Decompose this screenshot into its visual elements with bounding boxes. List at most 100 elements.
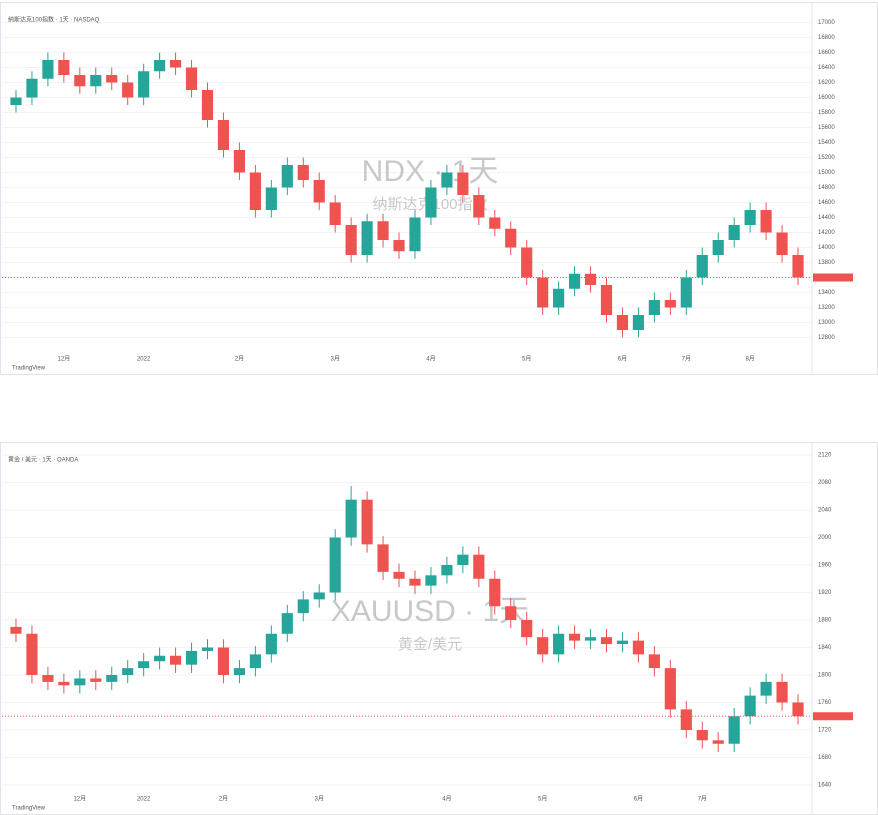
- candle-body: [26, 633, 38, 675]
- legend: 纳斯达克100指数 · 1天 · NASDAQ: [8, 16, 100, 24]
- candle-body: [457, 172, 469, 195]
- candle-body: [377, 544, 389, 572]
- candle-body: [648, 654, 660, 669]
- y-tick-label: 1720: [818, 728, 832, 734]
- x-tick-label: 7月: [698, 796, 707, 803]
- y-tick-label: 16000: [818, 95, 835, 101]
- candle-body: [600, 637, 613, 645]
- x-tick-label: 12月: [73, 796, 86, 803]
- candle-body: [776, 232, 788, 255]
- candle-body: [90, 75, 102, 87]
- candle-body: [26, 78, 38, 98]
- y-tick-label: 14600: [818, 200, 835, 206]
- candle-body: [728, 225, 740, 240]
- y-tick-label: 2120: [818, 453, 832, 459]
- candle-body: [10, 626, 22, 634]
- candle-body: [409, 578, 421, 586]
- candle-body: [154, 60, 166, 72]
- candle-body: [553, 633, 565, 655]
- last-price-marker: [813, 712, 853, 721]
- y-tick-label: 15200: [818, 155, 835, 161]
- y-tick-label: 13200: [818, 305, 835, 311]
- candle-body: [409, 217, 421, 252]
- candle-body: [58, 60, 70, 75]
- y-tick-label: 14800: [818, 185, 835, 191]
- candle-body: [489, 578, 501, 607]
- candle-body: [106, 675, 118, 682]
- candle-body: [425, 575, 437, 586]
- y-tick-label: 1840: [818, 645, 832, 651]
- candle-body: [138, 661, 150, 669]
- candle-body: [313, 592, 325, 600]
- candle-body: [457, 554, 469, 565]
- x-tick-label: 7月: [682, 356, 691, 363]
- x-tick-label: 4月: [426, 356, 435, 363]
- last-price-marker: [813, 273, 853, 282]
- candle-body: [632, 640, 645, 655]
- candle-body: [616, 315, 629, 330]
- candle-body: [537, 277, 549, 308]
- y-tick-label: 1640: [818, 783, 832, 789]
- y-tick-label: 1680: [818, 755, 832, 761]
- candle-body: [297, 165, 309, 180]
- y-tick-label: 13800: [818, 260, 835, 266]
- candle-body: [792, 255, 804, 278]
- candle-body: [169, 60, 182, 68]
- y-tick-label: 2040: [818, 508, 832, 514]
- y-tick-label: 14200: [818, 230, 835, 236]
- candle-body: [728, 716, 740, 744]
- candle-body: [584, 637, 597, 641]
- y-tick-label: 1880: [818, 618, 832, 624]
- y-tick-label: 15000: [818, 170, 835, 176]
- candle-body: [265, 633, 277, 655]
- watermark-subtitle: 黄金/美元: [398, 636, 462, 653]
- candle-body: [201, 647, 214, 651]
- y-tick-label: 14000: [818, 245, 835, 251]
- candle-body: [345, 225, 357, 255]
- y-tick-label: 17000: [818, 20, 835, 26]
- candle-body: [521, 247, 533, 278]
- candle-body: [361, 499, 373, 545]
- x-tick-label: 5月: [538, 796, 547, 803]
- candle-body: [632, 315, 645, 330]
- legend: 黄金 / 美元 · 1天 · OANDA: [8, 456, 78, 464]
- x-tick-label: 2月: [219, 796, 228, 803]
- candle-body: [505, 228, 517, 248]
- y-tick-label: 13000: [818, 320, 835, 326]
- x-tick-label: 5月: [522, 356, 531, 363]
- candle-body: [201, 90, 214, 120]
- candle-body: [680, 277, 692, 308]
- y-tick-label: 16800: [818, 35, 835, 41]
- candle-body: [441, 172, 453, 188]
- candle-body: [10, 97, 22, 105]
- y-tick-label: 13400: [818, 290, 835, 296]
- candle-body: [185, 650, 198, 665]
- candle-body: [169, 655, 182, 665]
- candle-body: [537, 637, 549, 655]
- y-tick-label: 1920: [818, 590, 832, 596]
- candle-body: [329, 202, 341, 225]
- x-tick-label: 4月: [442, 796, 451, 803]
- x-tick-label: 2022: [137, 797, 151, 803]
- y-tick-label: 1800: [818, 673, 832, 679]
- candle-body: [664, 300, 676, 308]
- candle-body: [217, 120, 230, 150]
- y-tick-label: 15800: [818, 110, 835, 116]
- x-tick-label: 6月: [618, 356, 627, 363]
- x-tick-label: 2022: [137, 357, 151, 363]
- x-tick-label: 3月: [315, 796, 324, 803]
- candle-body: [441, 565, 453, 576]
- candle-body: [42, 675, 54, 682]
- candle-body: [425, 187, 437, 218]
- candle-body: [568, 273, 581, 289]
- candle-body: [393, 240, 405, 252]
- candle-body: [58, 681, 70, 686]
- candle-body: [281, 613, 293, 634]
- x-tick-label: 6月: [634, 796, 643, 803]
- logo: TradingView: [12, 806, 46, 812]
- candle-body: [345, 499, 357, 538]
- candle-body: [377, 221, 389, 240]
- candle-body: [185, 67, 198, 90]
- panel-frame: [0, 442, 878, 815]
- candle-body: [776, 681, 788, 703]
